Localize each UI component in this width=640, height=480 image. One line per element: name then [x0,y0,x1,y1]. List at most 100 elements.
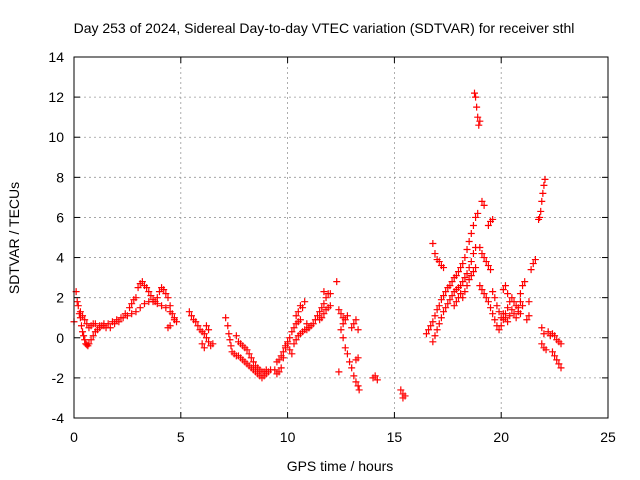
data-point [540,330,548,338]
data-point [525,312,533,320]
data-point [164,294,172,302]
data-point [200,344,208,352]
data-point [346,358,354,366]
data-point [427,322,435,330]
data-point [452,298,460,306]
data-point [538,324,546,332]
data-point [335,368,343,376]
data-point [535,215,543,223]
data-point [294,308,302,316]
data-point [440,308,448,316]
y-axis-label: SDTVAR / TECUs [6,182,22,294]
data-point [429,338,437,346]
data-point [89,332,97,340]
data-point [529,260,537,268]
data-point [322,294,330,302]
data-point [91,320,99,328]
data-point [286,334,294,342]
data-point [442,288,450,296]
data-point [83,320,91,328]
data-point [508,306,516,314]
data-point [225,330,233,338]
data-point [79,328,87,336]
data-point [296,316,304,324]
y-tick-label: 6 [56,209,64,225]
data-point [288,328,296,336]
data-point [277,364,285,372]
data-point [431,312,439,320]
data-point [314,312,322,320]
data-point [352,356,360,364]
data-point [354,382,362,390]
data-point [348,324,356,332]
data-point [187,312,195,320]
data-point [504,290,512,298]
data-point [352,316,360,324]
data-point [245,350,253,358]
data-point [538,340,546,348]
data-point [373,376,381,384]
data-point [200,330,208,338]
data-point [433,326,441,334]
data-point [288,350,296,358]
data-point [472,213,480,221]
data-point [205,338,213,346]
data-point [320,310,328,318]
data-point [499,286,507,294]
y-tick-label: -4 [52,410,65,426]
data-point [501,314,509,322]
data-point [128,310,136,318]
data-point [433,306,441,314]
data-point [350,320,358,328]
data-point [467,258,475,266]
data-point [143,284,151,292]
data-point [499,310,507,318]
data-point [478,250,486,258]
data-point [525,298,533,306]
data-point [162,290,170,298]
data-point [557,364,565,372]
data-point [459,294,467,302]
data-point [341,316,349,324]
data-point [495,308,503,316]
data-point [348,364,356,372]
data-point [457,290,465,298]
data-point [271,366,279,374]
data-point [318,314,326,322]
data-point [275,356,283,364]
data-point [474,113,482,121]
data-point [450,302,458,310]
data-point [166,302,174,310]
data-point [333,278,341,286]
data-point [437,296,445,304]
data-point [482,258,490,266]
data-point [521,278,529,286]
data-point [158,302,166,310]
data-point [335,306,343,314]
data-point [506,312,514,320]
data-point [422,330,430,338]
data-point [354,326,362,334]
data-point [553,356,561,364]
data-point [303,320,311,328]
x-tick-label: 10 [280,429,296,445]
data-point [435,302,443,310]
data-point [429,240,437,248]
data-point [309,320,317,328]
data-point [465,238,473,246]
y-tick-label: 14 [48,49,64,65]
data-point [482,294,490,302]
data-point [425,326,433,334]
data-point [352,378,360,386]
data-point [461,254,469,262]
data-point [198,340,206,348]
y-tick-label: 4 [56,250,64,266]
data-point [461,288,469,296]
data-point [209,340,217,348]
data-point [429,318,437,326]
data-point [476,282,484,290]
data-point [484,221,492,229]
data-point [128,300,136,308]
data-point [79,312,87,320]
data-point [446,296,454,304]
